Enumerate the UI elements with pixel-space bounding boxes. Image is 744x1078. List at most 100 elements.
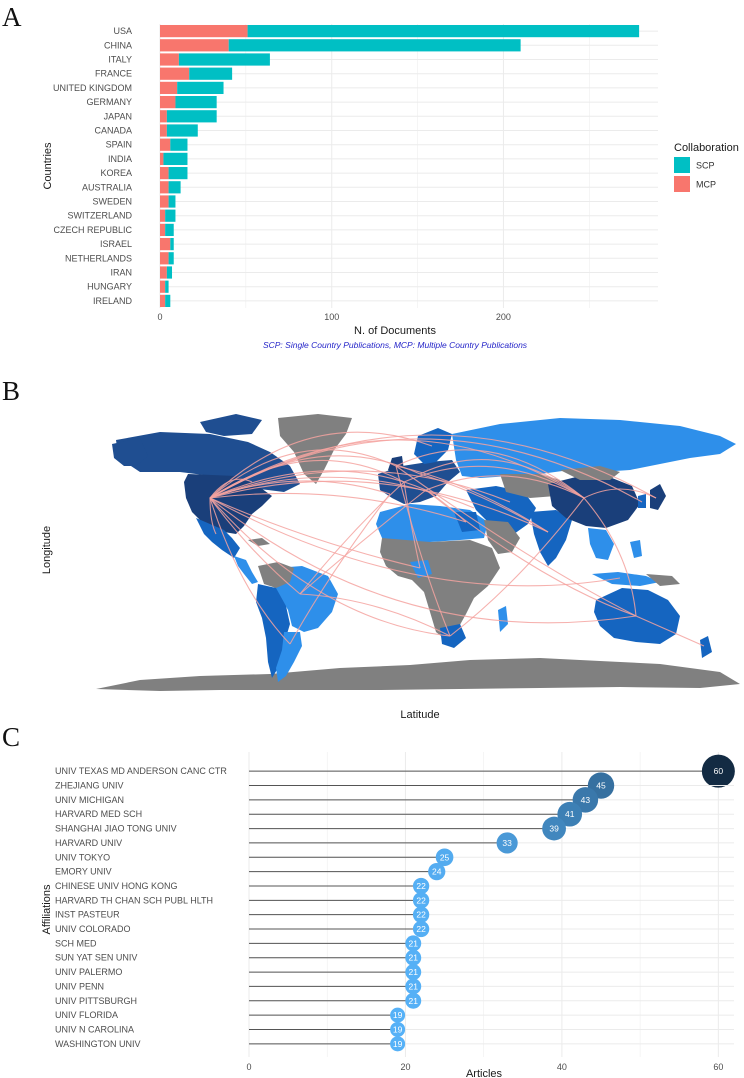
link-brazil-southafrica (299, 593, 451, 637)
lollipop-value: 33 (502, 838, 512, 848)
country-label: ISRAEL (100, 239, 132, 249)
affiliation-label: SHANGHAI JIAO TONG UNIV (55, 824, 177, 834)
bar-scp-india (163, 152, 188, 166)
world-collaboration-map: Latitude Longitude (41, 414, 740, 721)
new-guinea-shape (646, 574, 680, 586)
a-y-axis-title: Countries (42, 142, 54, 190)
country-label: IRAN (110, 268, 132, 278)
lollipop-dot (390, 1007, 406, 1023)
affiliation-label: UNIV N CAROLINA (55, 1024, 134, 1034)
bar-scp-australia (168, 181, 181, 194)
legend-label-scp: SCP (696, 161, 715, 171)
link-china-japan (583, 488, 657, 499)
affiliation-label: HARVARD UNIV (55, 838, 122, 848)
lollipop-dot (405, 935, 422, 952)
country-label: FRANCE (95, 69, 132, 79)
country-label: SWEDEN (92, 197, 132, 207)
c-y-axis-title: Affiliations (41, 884, 53, 934)
panel-label-c: C (2, 722, 21, 752)
india-shape (530, 510, 572, 566)
bar-mcp-germany (160, 95, 176, 109)
affiliation-label: SUN YAT SEN UNIV (55, 953, 137, 963)
link-usa-mexico (209, 497, 217, 535)
country-label: HUNGARY (87, 282, 132, 292)
c-x-tick: 40 (557, 1062, 567, 1072)
affiliation-label: UNIV PENN (55, 981, 104, 991)
japan-shape (650, 484, 666, 510)
lollipop-value: 39 (549, 824, 559, 834)
north-america-shape (116, 432, 300, 492)
map-land (96, 414, 740, 691)
affiliation-label: SCH MED (55, 938, 97, 948)
link-italy-australia (425, 489, 637, 617)
lollipop-value: 19 (393, 1010, 403, 1020)
link-italy-china (425, 475, 585, 499)
country-label: SWITZERLAND (67, 211, 132, 221)
link-usa-uk (209, 449, 397, 499)
link-uk-china (395, 449, 585, 499)
c-x-tick: 20 (400, 1062, 410, 1072)
affiliation-label: HARVARD MED SCH (55, 809, 142, 819)
bar-scp-netherlands (168, 252, 174, 265)
affiliation-label: ZHEJIANG UNIV (55, 781, 124, 791)
bar-scp-ireland (165, 294, 171, 308)
bar-mcp-india (160, 152, 164, 166)
lollipop-dot (405, 949, 422, 966)
affiliation-label: CHINESE UNIV HONG KONG (55, 881, 178, 891)
bar-mcp-switzerland (160, 209, 166, 222)
link-china-australia (583, 497, 637, 617)
affiliation-label: HARVARD TH CHAN SCH PUBL HLTH (55, 895, 213, 905)
lollipop-value: 21 (409, 981, 419, 991)
lollipop-value: 22 (416, 881, 426, 891)
bar-scp-sweden (168, 195, 176, 208)
link-germany-india (419, 473, 549, 533)
link-usa-iran (209, 470, 511, 503)
country-label: CZECH REPUBLIC (53, 225, 132, 235)
lollipop-dot (428, 863, 446, 881)
a-x-axis-title: N. of Documents (354, 325, 436, 337)
arctic-islands-shape (200, 414, 262, 436)
lollipop-dot (412, 877, 430, 895)
bar-mcp-israel (160, 237, 171, 251)
lollipop-value: 21 (409, 967, 419, 977)
bar-scp-spain (170, 138, 188, 151)
greenland-shape (278, 414, 352, 484)
bar-mcp-korea (160, 166, 169, 180)
country-label: CHINA (104, 40, 132, 50)
a-caption: SCP: Single Country Publications, MCP: M… (263, 340, 528, 350)
affiliations-lollipop-chart: 60 UNIV TEXAS MD ANDERSON CANC CTR 45 ZHEJI… (41, 752, 735, 1078)
map-x-axis-title: Latitude (400, 709, 439, 721)
link-china-southafrica (449, 497, 585, 637)
country-label: AUSTRALIA (82, 182, 132, 192)
link-usa-sweden (209, 431, 433, 499)
bar-scp-china (228, 39, 521, 52)
bar-scp-united-kingdom (177, 81, 224, 95)
a-x-tick: 100 (324, 312, 339, 322)
bar-scp-germany (175, 95, 217, 109)
link-spain-argentina (289, 493, 391, 645)
bar-mcp-czech-republic (160, 223, 166, 237)
bar-scp-switzerland (165, 209, 176, 222)
lollipop-value: 60 (714, 766, 724, 776)
lollipop-value: 22 (416, 895, 426, 905)
africa-central (380, 538, 500, 640)
link-uk-australia (395, 465, 637, 617)
legend-label-mcp: MCP (696, 180, 716, 190)
panel-label-a: A (2, 2, 22, 32)
africa-south (440, 624, 466, 648)
a-x-tick: 0 (157, 312, 162, 322)
affiliation-label: UNIV TEXAS MD ANDERSON CANC CTR (55, 766, 227, 776)
philippines-shape (630, 540, 642, 558)
bar-mcp-usa (160, 24, 248, 38)
bar-mcp-netherlands (160, 252, 169, 265)
bar-mcp-australia (160, 181, 169, 194)
lollipop-value: 41 (565, 809, 575, 819)
link-usa-argentina (209, 497, 291, 645)
lollipop-dot (405, 964, 422, 981)
bar-mcp-sweden (160, 195, 169, 208)
bar-scp-korea (168, 166, 188, 180)
bar-mcp-france (160, 67, 190, 80)
legend-swatch-mcp (674, 176, 690, 192)
link-usa-australia (209, 497, 637, 624)
collaboration-links (209, 431, 705, 647)
